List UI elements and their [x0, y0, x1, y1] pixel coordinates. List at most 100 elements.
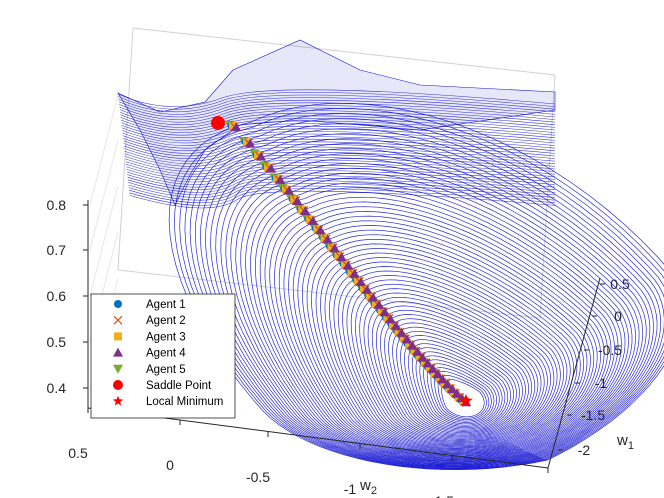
legend-marker	[113, 380, 123, 390]
surface-contour	[250, 182, 626, 462]
surface-contour	[376, 309, 533, 439]
legend-marker	[113, 347, 123, 357]
surface-contour	[423, 359, 497, 425]
surface-ridge-line	[122, 128, 556, 146]
surface-ridge-line	[117, 89, 556, 107]
surface-contour	[426, 363, 495, 423]
agent-3-point	[371, 299, 380, 308]
box-back-right-edge	[539, 74, 556, 319]
w1-tick-label: 0.5	[610, 276, 630, 292]
agent-3-point	[365, 292, 374, 301]
agent-4-point	[374, 299, 385, 309]
agent-3-point	[305, 215, 314, 224]
surface-contour	[350, 283, 551, 445]
surface-contour	[355, 288, 548, 444]
box-back-top-edge	[132, 27, 556, 76]
surface-ridge-line	[127, 175, 556, 193]
surface-ridge-line	[126, 164, 556, 183]
agent-4-point	[396, 327, 407, 337]
agent-4-point	[427, 363, 438, 373]
surface-contour	[259, 192, 619, 461]
agent-3-point	[340, 260, 349, 269]
surface-contour	[320, 252, 574, 452]
agent-3-point	[347, 268, 356, 277]
agent-4-point	[275, 174, 286, 184]
surface-ridge-line	[119, 105, 556, 123]
surface-contour	[184, 118, 664, 469]
surface-contour	[324, 257, 571, 451]
surface-contour	[434, 371, 490, 421]
w2-tick-label: -0.5	[246, 469, 270, 485]
agent-4-point	[349, 268, 360, 278]
agent-4-point	[451, 388, 462, 398]
legend-label: Local Minimum	[146, 396, 223, 408]
z-gridline	[89, 185, 119, 297]
z-gridline	[89, 139, 119, 251]
surface-contour	[415, 351, 503, 427]
agent-4-point	[422, 358, 433, 368]
w2-tick-label: -1	[344, 481, 357, 497]
agent-4-point	[447, 384, 458, 394]
agent-3-point	[327, 243, 336, 252]
agent-4-point	[391, 321, 402, 331]
w1-tick-label: 0	[614, 308, 622, 324]
agent-4-point	[284, 185, 295, 195]
surface-contour	[292, 225, 595, 456]
agent-3-point	[399, 334, 408, 343]
z-tick-label: 0.4	[47, 380, 67, 396]
surface-ridge-line	[124, 146, 556, 165]
agent-4-point	[292, 196, 303, 206]
agent-4-point	[315, 225, 326, 235]
agent-3-point	[420, 358, 429, 367]
legend-marker	[114, 332, 122, 341]
agent-3-point	[229, 122, 237, 130]
surface-contour	[380, 314, 529, 438]
w2-tick-label: 0	[166, 457, 174, 473]
surface-contour	[179, 113, 664, 470]
agent-4-point	[308, 215, 319, 225]
surface-ridge-line	[124, 144, 556, 162]
agent-4-point	[417, 352, 428, 362]
agent-3-point	[415, 352, 424, 361]
agent-4-point	[322, 234, 333, 244]
surface-contour	[255, 187, 622, 462]
tick-marks: 0.50-0.5-1-1.5-20.50-0.5-1-1.5-20.40.50.…	[47, 197, 630, 498]
surface-ridge-line	[122, 125, 556, 144]
axis-labels: w2 w1	[359, 432, 634, 497]
legend-marker	[113, 364, 123, 374]
agent-4-point	[329, 243, 340, 253]
surface-contour	[311, 243, 581, 453]
surface-contour	[404, 339, 511, 431]
w1-tick-label: -1.5	[581, 407, 605, 423]
surface-ridge-line	[127, 172, 556, 191]
agent-3-point	[388, 320, 397, 329]
surface-contour	[174, 108, 664, 470]
surface-contour	[333, 266, 565, 449]
agent-4-point	[379, 307, 390, 317]
agent-3-point	[430, 368, 439, 377]
legend-star-marker	[112, 395, 124, 406]
local-minimum-marker	[459, 394, 473, 407]
legend-label: Agent 5	[146, 364, 186, 376]
surface-ridge-line	[127, 170, 556, 188]
agent-3-point	[425, 363, 434, 372]
surface-ridge-line	[121, 123, 556, 141]
surface-ridge-line	[125, 154, 556, 172]
surface-contour	[278, 211, 605, 459]
surface-ridge-line	[129, 185, 556, 204]
surface-contour	[269, 201, 612, 460]
surface-ridge-line	[124, 149, 556, 167]
surface-contour	[240, 172, 633, 464]
z-tick-label: 0.7	[47, 242, 67, 258]
legend-label: Agent 2	[146, 315, 186, 327]
surface-ridge-line	[125, 151, 556, 170]
box-back-bottom-edge	[117, 269, 541, 319]
agent-3-point	[359, 284, 368, 293]
agent-3-point	[253, 151, 262, 160]
surface-contour	[306, 239, 585, 454]
legend: Agent 1 Agent 2 Agent 3 Agent 4 Agent 5 Saddl…	[90, 293, 236, 419]
agent-4-point	[300, 206, 311, 216]
surface-contour	[302, 234, 588, 455]
special-points	[211, 116, 473, 407]
